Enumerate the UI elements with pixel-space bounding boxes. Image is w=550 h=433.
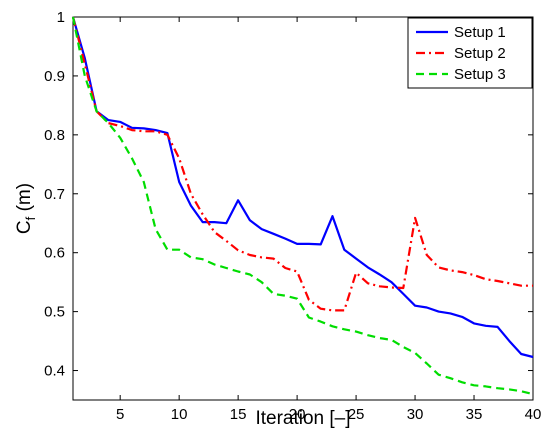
y-axis-title-main: C xyxy=(14,220,35,234)
y-tick-label-0.7: 0.7 xyxy=(44,186,65,203)
y-axis-title-subscript: f xyxy=(23,216,38,220)
x-axis-ticks: 5 10 15 20 25 30 35 40 xyxy=(116,17,541,423)
legend-box xyxy=(407,17,533,89)
x-tick-label-15: 15 xyxy=(230,406,247,423)
series-line-setup-3 xyxy=(71,16,534,396)
series-line-setup-2 xyxy=(71,16,533,312)
y-tick-label-0.4: 0.4 xyxy=(44,363,65,380)
x-tick-label-25: 25 xyxy=(348,406,365,423)
legend-label-setup-1: Setup 1 xyxy=(454,24,506,41)
y-tick-label-0.6: 0.6 xyxy=(44,245,65,262)
x-tick-label-10: 10 xyxy=(171,406,188,423)
y-axis-ticks: 0.4 0.5 0.6 0.7 0.8 0.9 1 xyxy=(44,9,533,380)
x-axis-title: Iteration [–] xyxy=(255,408,350,429)
y-tick-label-1: 1 xyxy=(57,9,65,26)
x-tick-label-30: 30 xyxy=(407,406,424,423)
y-tick-label-0.9: 0.9 xyxy=(44,68,65,85)
y-tick-label-0.8: 0.8 xyxy=(44,127,65,144)
x-tick-label-35: 35 xyxy=(466,406,483,423)
x-tick-label-40: 40 xyxy=(525,406,542,423)
x-tick-label-5: 5 xyxy=(116,406,124,423)
legend-label-setup-2: Setup 2 xyxy=(454,45,506,62)
y-axis-title: Cf (m) xyxy=(14,183,38,234)
series-layer xyxy=(71,16,534,396)
x-tick-label-20: 20 xyxy=(289,406,306,423)
y-axis-title-unit: (m) xyxy=(14,183,35,217)
legend: Setup 1 Setup 2 Setup 3 xyxy=(407,17,533,89)
series-line-setup-1 xyxy=(71,16,534,359)
y-tick-label-0.5: 0.5 xyxy=(44,304,65,321)
legend-label-setup-3: Setup 3 xyxy=(454,66,506,83)
